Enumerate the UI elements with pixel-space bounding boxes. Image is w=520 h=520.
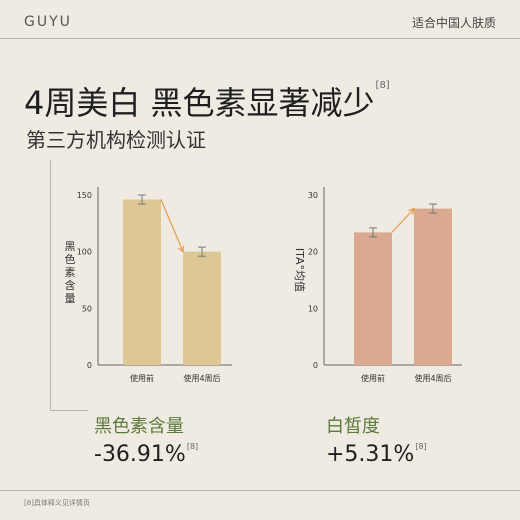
y-axis-label-char: 含 (65, 278, 76, 292)
trend-arrow-line (160, 199, 184, 252)
left-accent-line (50, 160, 51, 410)
bar (123, 199, 161, 365)
metric-value-whiteness: +5.31%[8] (326, 442, 427, 467)
metric-value-whiteness-text: +5.31% (326, 442, 415, 467)
y-axis-label-char: 素 (65, 266, 76, 279)
footnote: [8]具体释义见详情页 (24, 499, 90, 507)
x-tick-label: 使用4周后 (183, 373, 220, 383)
metric-label-melanin: 黑色素含量 (94, 416, 184, 437)
trend-arrow-head (408, 207, 415, 215)
y-tick-label: 20 (308, 248, 318, 257)
headline-text: 4周美白 黑色素显著减少 (24, 84, 375, 122)
y-tick-label: 100 (77, 248, 92, 257)
y-tick-label: 0 (87, 361, 92, 370)
headline: 4周美白 黑色素显著减少[8] (24, 78, 390, 124)
melanin-chart: 0 50 100 150 使用前 使用4周后 黑色素含量 (65, 187, 232, 383)
trend-arrow-head (177, 245, 185, 253)
metric-value-melanin-text: -36.91% (94, 442, 186, 467)
metric-ref-melanin: [8] (186, 442, 199, 451)
metric-ref-whiteness: [8] (415, 442, 427, 451)
y-axis-label: ITA°均值 (293, 248, 306, 292)
y-tick-label: 30 (308, 191, 318, 200)
y-tick-label: 0 (313, 361, 318, 370)
headline-ref: [8] (375, 80, 390, 91)
y-axis-label-char: 色 (65, 252, 76, 266)
subheadline: 第三方机构检测认证 (26, 128, 206, 152)
left-accent-tick (50, 410, 88, 411)
brand-logo: GUYU (24, 14, 72, 30)
bar (354, 232, 392, 365)
y-tick-label: 10 (308, 304, 318, 313)
y-axis-label-char: 量 (65, 292, 76, 305)
tagline: 适合中国人肤质 (411, 16, 496, 30)
bar (183, 251, 221, 365)
trend-arrow-line (391, 208, 415, 233)
whiteness-chart: 0 10 20 30 使用前 使用4周后 ITA°均值 (293, 187, 462, 383)
y-tick-label: 150 (77, 191, 92, 200)
top-divider (0, 38, 520, 39)
y-axis-label-char: 黑 (65, 240, 76, 253)
y-tick-label: 50 (82, 304, 92, 313)
metric-value-melanin: -36.91%[8] (94, 442, 198, 467)
x-tick-label: 使用前 (130, 373, 154, 383)
x-tick-label: 使用前 (361, 373, 385, 383)
bar (414, 208, 452, 365)
metric-label-whiteness: 白皙度 (326, 416, 380, 437)
bottom-divider (0, 490, 520, 491)
x-tick-label: 使用4周后 (414, 373, 451, 383)
